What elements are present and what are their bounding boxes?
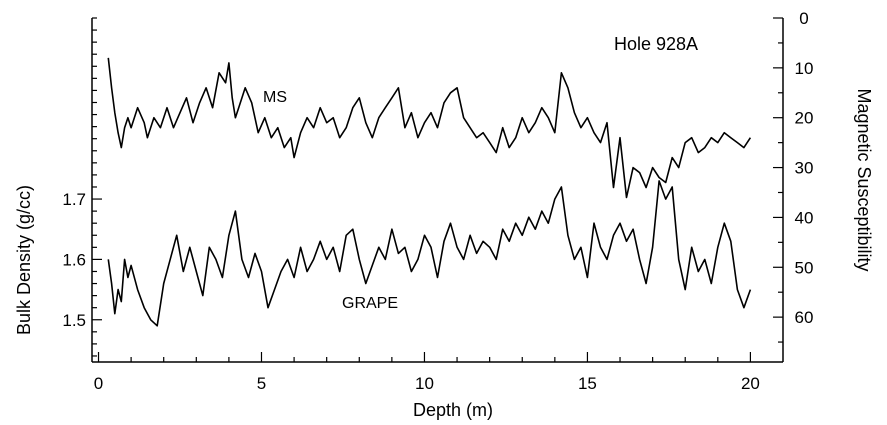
x-tick-label: 15 — [578, 374, 597, 393]
plot-frame — [91, 18, 784, 363]
right-tick-label: 30 — [795, 159, 814, 178]
grape-series-label: GRAPE — [342, 295, 398, 312]
ms-series-label: MS — [263, 89, 287, 106]
right-tick-label: 40 — [795, 208, 814, 227]
left-tick-label: 1.6 — [62, 250, 86, 269]
left-tick-label: 1.7 — [62, 190, 86, 209]
right-tick-label: 0 — [799, 9, 808, 28]
right-axis-ticks: 0 10 20 30 40 50 60 — [773, 9, 814, 343]
x-tick-label: 20 — [741, 374, 760, 393]
right-tick-label: 10 — [795, 59, 814, 78]
x-tick-label: 0 — [94, 374, 103, 393]
right-tick-label: 60 — [795, 308, 814, 327]
x-axis-ticks: 0 5 10 15 20 — [94, 352, 760, 393]
x-axis-title: Depth (m) — [413, 400, 493, 420]
left-y-axis-title: Bulk Density (g/cc) — [14, 185, 34, 335]
series-layer — [107, 57, 752, 327]
grape-series-line — [107, 180, 752, 327]
x-tick-label: 5 — [257, 374, 266, 393]
ms-series-line — [107, 57, 752, 199]
left-axis-ticks: 1.5 1.6 1.7 — [62, 17, 102, 357]
right-y-axis-title: Magnetic Susceptibility — [854, 88, 874, 271]
left-tick-label: 1.5 — [62, 311, 86, 330]
right-tick-label: 50 — [795, 258, 814, 277]
x-tick-label: 10 — [415, 374, 434, 393]
right-tick-label: 20 — [795, 109, 814, 128]
hole-annotation: Hole 928A — [614, 34, 698, 54]
